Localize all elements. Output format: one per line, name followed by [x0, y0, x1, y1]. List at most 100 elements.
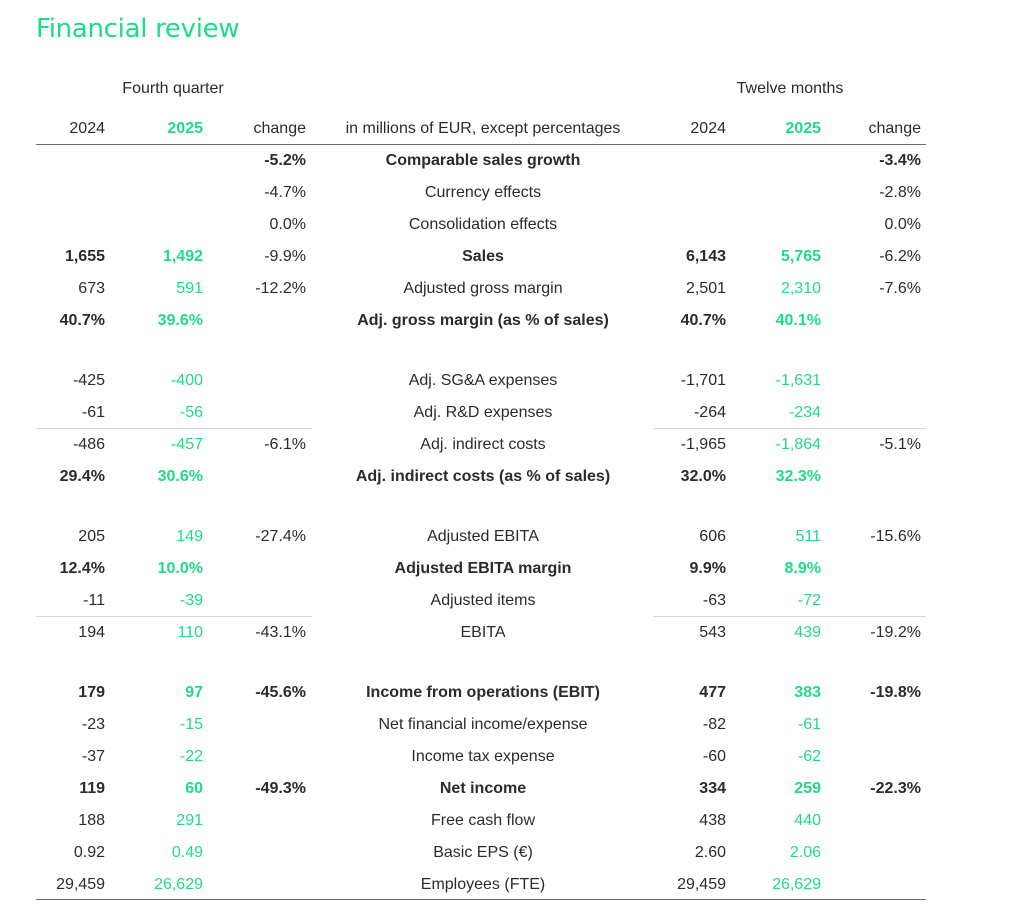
- q4-2024-value: -425: [72, 372, 105, 389]
- row-label: Adjusted EBITA margin: [394, 560, 572, 577]
- table-row: 119 60 -49.3% Net income 334 259 -22.3%: [0, 777, 1024, 801]
- q4-2025-value: 26,629: [154, 876, 203, 893]
- q4-2024-value: 1,655: [64, 248, 105, 265]
- page-title: Financial review: [36, 14, 240, 44]
- q4-2024-value: 0.92: [73, 844, 105, 861]
- q4-change-value: -45.6%: [255, 684, 306, 701]
- q4-2025-value: 60: [185, 780, 203, 797]
- fy-change-value: -19.8%: [870, 684, 921, 701]
- fy-2025-value: 40.1%: [775, 312, 821, 329]
- col-header-q4-2025: 2025: [167, 120, 203, 137]
- row-label: EBITA: [460, 624, 506, 641]
- fy-change-value: -6.2%: [879, 248, 921, 265]
- q4-2025-value: 1,492: [162, 248, 203, 265]
- q4-2025-value: -39: [179, 592, 203, 609]
- header-divider: [36, 144, 926, 145]
- q4-change-value: -6.1%: [264, 436, 306, 453]
- fy-change-value: -15.6%: [870, 528, 921, 545]
- table-row: 29,459 26,629 Employees (FTE) 29,459 26,629: [0, 873, 1024, 897]
- fy-2024-value: 40.7%: [680, 312, 726, 329]
- row-label: Basic EPS (€): [433, 844, 533, 861]
- q4-2024-value: 673: [78, 280, 105, 297]
- table-row: -5.2% Comparable sales growth -3.4%: [0, 149, 1024, 173]
- table-row: 29.4% 30.6% Adj. indirect costs (as % of s…: [0, 465, 1024, 489]
- q4-change-value: -43.1%: [255, 624, 306, 641]
- fy-2024-value: 543: [699, 624, 726, 641]
- fy-2024-value: 29,459: [677, 876, 726, 893]
- fy-2025-value: 383: [794, 684, 821, 701]
- fy-change-value: -2.8%: [879, 184, 921, 201]
- q4-2024-value: -23: [81, 716, 105, 733]
- fy-2025-value: -1,864: [775, 436, 821, 453]
- group-header-twelve-months: Twelve months: [736, 80, 844, 97]
- fy-2024-value: -63: [702, 592, 726, 609]
- fy-2024-value: -1,965: [680, 436, 726, 453]
- row-label: Comparable sales growth: [385, 152, 581, 169]
- q4-2024-value: 29.4%: [59, 468, 105, 485]
- col-header-q4-change: change: [253, 120, 307, 137]
- q4-2025-value: -457: [170, 436, 203, 453]
- table-row: 0.92 0.49 Basic EPS (€) 2.60 2.06: [0, 841, 1024, 865]
- row-label: Adj. gross margin (as % of sales): [357, 312, 609, 329]
- row-label: Consolidation effects: [408, 216, 558, 233]
- table-row: -11 -39 Adjusted items -63 -72: [0, 589, 1024, 613]
- col-header-fy-change: change: [868, 120, 922, 137]
- row-label: Net financial income/expense: [378, 716, 588, 733]
- table-row: -486 -457 -6.1% Adj. indirect costs -1,965 -1…: [0, 433, 1024, 457]
- column-header-row: 2024 2025 change in millions of EUR, exc…: [0, 117, 1024, 141]
- fy-subtotal-divider-2: [653, 616, 926, 617]
- fy-2025-value: -61: [797, 716, 821, 733]
- fy-2025-value: 259: [794, 780, 821, 797]
- fy-2025-value: 2,310: [780, 280, 821, 297]
- fy-2025-value: -234: [788, 404, 821, 421]
- fy-2024-value: 334: [699, 780, 726, 797]
- fy-2024-value: 9.9%: [689, 560, 726, 577]
- fy-change-value: -22.3%: [870, 780, 921, 797]
- fy-change-value: -3.4%: [879, 152, 921, 169]
- col-header-fy-2024: 2024: [690, 120, 726, 137]
- fy-2025-value: 2.06: [789, 844, 821, 861]
- fy-2025-value: 8.9%: [784, 560, 821, 577]
- q4-2024-value: -11: [83, 592, 105, 609]
- table-row: 179 97 -45.6% Income from operations (EBIT)…: [0, 681, 1024, 705]
- row-label: Free cash flow: [430, 812, 536, 829]
- q4-2025-value: -56: [179, 404, 203, 421]
- fy-2025-value: -1,631: [775, 372, 821, 389]
- q4-subtotal-divider-2: [36, 616, 312, 617]
- table-row: -23 -15 Net financial income/expense -82 -61: [0, 713, 1024, 737]
- table-row: 12.4% 10.0% Adjusted EBITA margin 9.9% 8.9%: [0, 557, 1024, 581]
- q4-2025-value: 149: [176, 528, 203, 545]
- q4-2025-value: 110: [177, 624, 203, 641]
- q4-2024-value: -61: [81, 404, 105, 421]
- table-row: -4.7% Currency effects -2.8%: [0, 181, 1024, 205]
- q4-2025-value: -15: [179, 716, 203, 733]
- fy-2024-value: 477: [699, 684, 726, 701]
- fy-2024-value: 2.60: [694, 844, 726, 861]
- q4-2025-value: 30.6%: [157, 468, 203, 485]
- q4-subtotal-divider-1: [36, 428, 312, 429]
- col-header-q4-2024: 2024: [69, 120, 105, 137]
- table-row: -425 -400 Adj. SG&A expenses -1,701 -1,631: [0, 369, 1024, 393]
- row-label: Adjusted gross margin: [403, 280, 563, 297]
- q4-2025-value: 291: [176, 812, 203, 829]
- q4-change-value: -9.9%: [264, 248, 306, 265]
- row-label: Adj. indirect costs (as % of sales): [355, 468, 611, 485]
- q4-change-value: -4.7%: [264, 184, 306, 201]
- q4-change-value: -12.2%: [255, 280, 306, 297]
- q4-2024-value: 119: [79, 780, 105, 797]
- q4-change-value: -49.3%: [255, 780, 306, 797]
- fy-2025-value: 439: [794, 624, 821, 641]
- row-label: Adj. R&D expenses: [413, 404, 553, 421]
- q4-2025-value: 10.0%: [157, 560, 203, 577]
- row-label: Income tax expense: [411, 748, 555, 765]
- fy-2024-value: -1,701: [680, 372, 726, 389]
- row-label: Net income: [439, 780, 527, 797]
- row-label: Adj. SG&A expenses: [408, 372, 558, 389]
- row-label: Adj. indirect costs: [420, 436, 546, 453]
- table-row: -61 -56 Adj. R&D expenses -264 -234: [0, 401, 1024, 425]
- table-row: 1,655 1,492 -9.9% Sales 6,143 5,765 -6.2%: [0, 245, 1024, 269]
- fy-2025-value: 5,765: [780, 248, 821, 265]
- q4-2024-value: 12.4%: [59, 560, 105, 577]
- q4-2024-value: 205: [78, 528, 105, 545]
- q4-2025-value: 39.6%: [157, 312, 203, 329]
